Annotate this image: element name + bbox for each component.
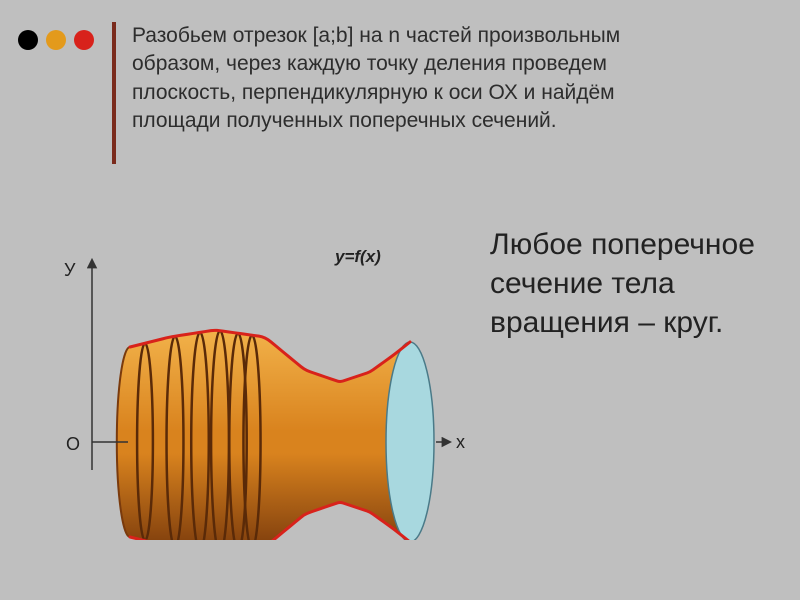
svg-text:У: У (64, 260, 76, 280)
vertical-rule (112, 22, 116, 164)
bullet-dot (46, 30, 66, 50)
rotation-body-diagram: Ух Оy=f(x) (40, 220, 480, 540)
side-explanation: Любое поперечное сечение тела вращения –… (490, 225, 780, 342)
bullet-dot (18, 30, 38, 50)
headline-text: Разобьем отрезок [a;b] на n частей произ… (132, 22, 692, 135)
bullet-row (18, 30, 94, 50)
svg-text:О: О (66, 434, 80, 454)
svg-text:y=f(x): y=f(x) (334, 247, 381, 266)
bullet-dot (74, 30, 94, 50)
svg-text:х: х (456, 432, 465, 452)
